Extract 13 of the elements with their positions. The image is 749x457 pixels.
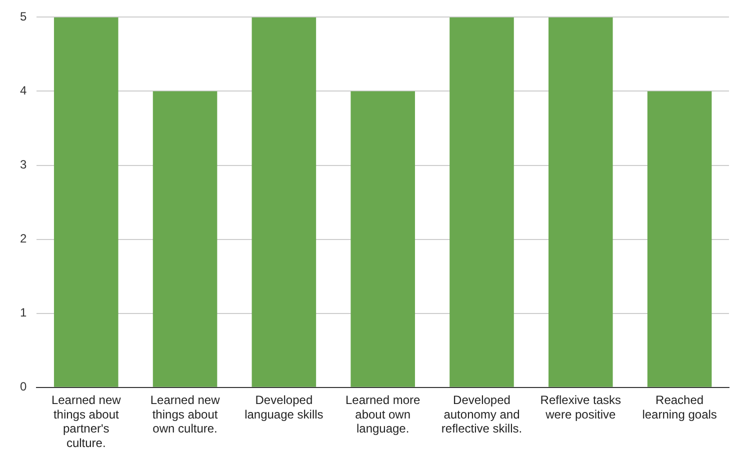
x-tick-label: Learned new things about own culture. — [150, 392, 220, 436]
y-tick-label: 2 — [20, 232, 27, 246]
y-tick-label: 3 — [20, 158, 27, 172]
y-tick-label: 0 — [20, 380, 27, 394]
x-tick-label: Learned new things about partner's culture. — [51, 392, 122, 450]
y-tick-label: 5 — [20, 10, 27, 24]
x-tick-label: Reflexive tasks were positive — [540, 392, 621, 422]
x-tick-label: Learned more about own language. — [345, 392, 421, 436]
x-tick-label: Developed autonomy and reflective skills. — [441, 392, 522, 436]
x-tick-label: Reached learning goals — [642, 392, 717, 422]
x-tick-label: Developed language skills — [244, 392, 324, 422]
y-tick-label: 1 — [20, 306, 27, 320]
y-tick-label: 4 — [20, 84, 27, 98]
